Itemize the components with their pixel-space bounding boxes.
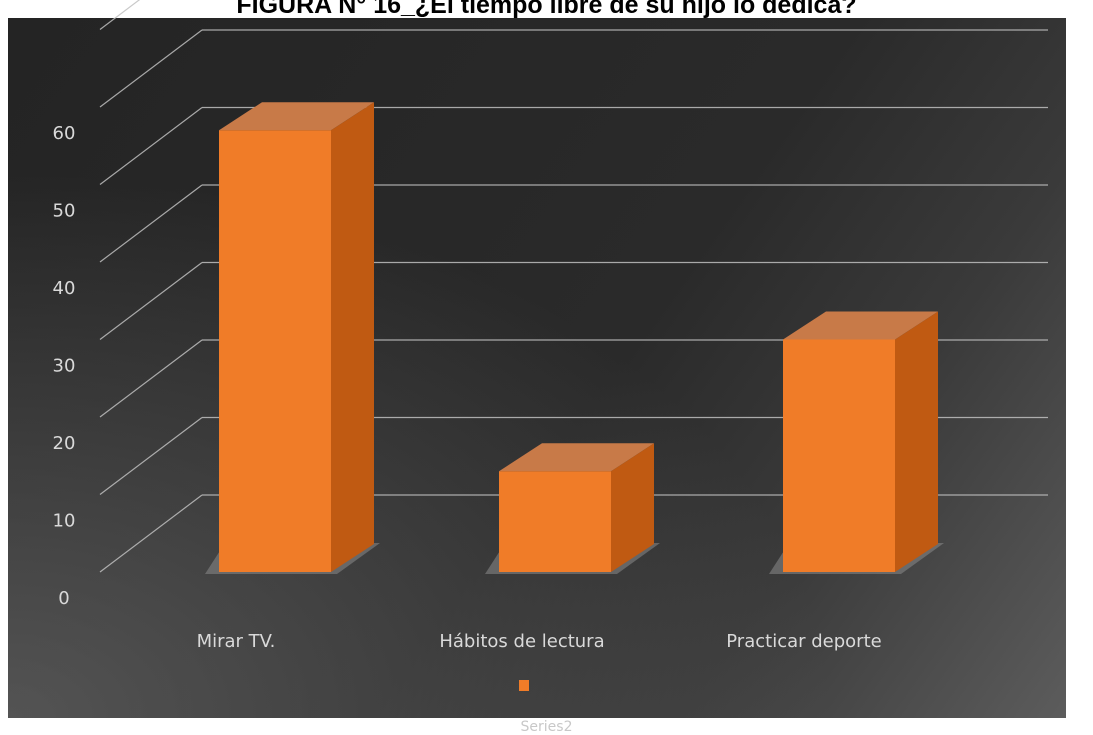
y-tick-label-2: 20 [53,433,76,454]
x-category-label-1: Hábitos de lectura [439,631,604,652]
y-tick-label-6: 60 [53,123,76,144]
y-tick-label-5: 50 [53,201,76,222]
bar-side-1 [611,443,654,572]
bar-top-2 [783,311,938,340]
bar-top-1 [499,443,654,472]
gridline-wall-1 [99,417,203,495]
x-category-label-0: Mirar TV. [197,631,276,652]
legend-series-label: Series2 [520,719,573,735]
bar-top-0 [219,102,374,131]
legend-swatch [519,680,529,691]
y-tick-label-0: 0 [58,588,69,609]
y-tick-label-3: 30 [53,356,76,377]
gridline-wall-7 [99,0,141,30]
y-tick-label-4: 40 [53,278,76,299]
gridline-wall-4 [99,184,203,263]
gridline-wall-2 [99,339,203,418]
x-category-label-2: Practicar deporte [726,631,881,652]
chart-title: FIGURA N° 16_¿El tiempo libre de su hijo… [236,0,857,19]
gridline-wall-0 [99,494,203,573]
gridline-wall-5 [99,107,203,185]
bar-side-2 [895,311,938,572]
y-tick-label-1: 10 [53,511,76,532]
gridline-wall-3 [99,262,203,340]
bar-1 [499,471,611,572]
bar-0 [219,130,331,572]
bar-2 [783,339,895,572]
bar-side-0 [331,102,374,572]
gridline-wall-6 [99,29,203,108]
